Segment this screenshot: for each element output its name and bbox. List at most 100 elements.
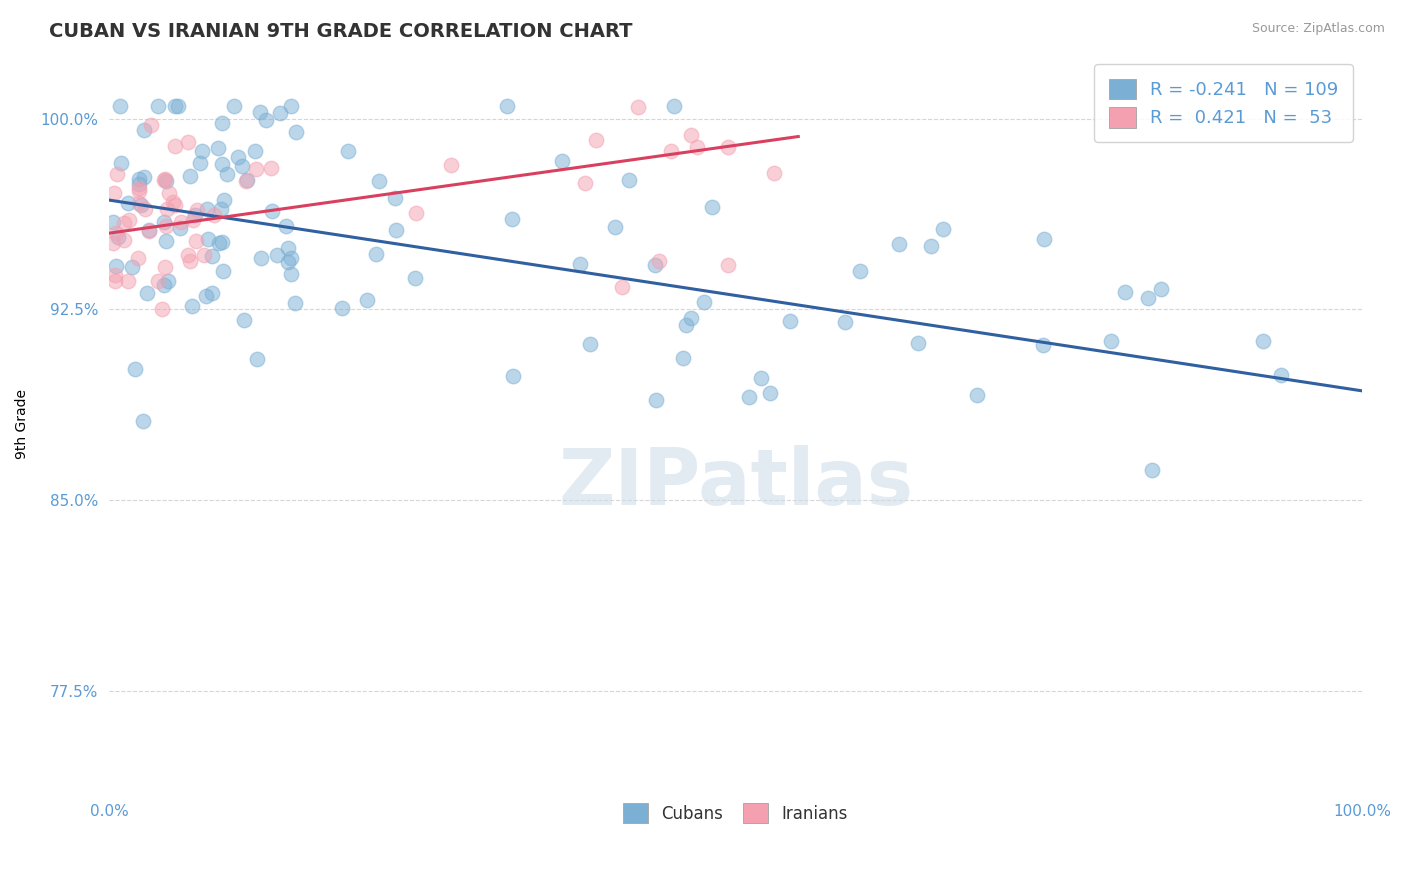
Point xyxy=(132,414,155,428)
Point xyxy=(250,251,273,265)
Point xyxy=(179,169,201,183)
Text: ZIPatlas: ZIPatlas xyxy=(558,445,912,521)
Point xyxy=(749,370,772,384)
Point xyxy=(404,271,426,285)
Point xyxy=(217,168,239,182)
Point xyxy=(274,219,297,234)
Point xyxy=(212,264,235,278)
Point xyxy=(280,251,302,265)
Point xyxy=(284,295,307,310)
Point xyxy=(356,293,378,308)
Point xyxy=(138,224,160,238)
Point xyxy=(384,191,406,205)
Point xyxy=(128,172,150,186)
Point xyxy=(107,167,129,181)
Point xyxy=(236,173,259,187)
Point xyxy=(233,312,256,326)
Point xyxy=(579,337,602,351)
Point xyxy=(207,236,229,251)
Point xyxy=(627,100,650,114)
Point xyxy=(181,299,204,313)
Point xyxy=(1251,334,1274,349)
Point xyxy=(153,172,176,186)
Point xyxy=(157,186,180,201)
Point xyxy=(103,186,125,201)
Point xyxy=(336,145,359,159)
Point xyxy=(153,278,176,293)
Point xyxy=(128,177,150,191)
Point xyxy=(101,214,124,228)
Point xyxy=(194,288,217,302)
Point xyxy=(679,310,702,325)
Point xyxy=(231,159,253,173)
Point xyxy=(184,235,207,249)
Point xyxy=(169,221,191,235)
Point xyxy=(269,106,291,120)
Point xyxy=(209,202,232,216)
Point xyxy=(966,388,988,402)
Point xyxy=(191,145,214,159)
Point xyxy=(849,263,872,277)
Point xyxy=(128,184,150,198)
Point xyxy=(155,219,177,233)
Point xyxy=(153,172,176,186)
Point xyxy=(1032,338,1054,352)
Point xyxy=(659,145,682,159)
Point xyxy=(211,235,233,250)
Point xyxy=(104,260,127,274)
Point xyxy=(211,116,233,130)
Point xyxy=(132,170,155,185)
Point xyxy=(1136,291,1159,305)
Point xyxy=(603,219,626,234)
Point xyxy=(117,274,139,288)
Point xyxy=(502,368,524,383)
Point xyxy=(207,141,229,155)
Point xyxy=(702,200,724,214)
Point xyxy=(170,215,193,229)
Point xyxy=(167,99,190,113)
Point xyxy=(686,140,709,154)
Point xyxy=(1270,368,1292,382)
Point xyxy=(181,213,204,227)
Point xyxy=(574,176,596,190)
Point xyxy=(610,280,633,294)
Point xyxy=(738,390,761,404)
Point xyxy=(439,158,461,172)
Point xyxy=(920,238,942,252)
Point xyxy=(664,99,686,113)
Point xyxy=(277,255,299,269)
Point xyxy=(101,235,124,250)
Point xyxy=(121,260,143,274)
Point xyxy=(235,174,257,188)
Point xyxy=(681,128,703,142)
Point xyxy=(177,248,200,262)
Point xyxy=(243,144,266,158)
Point xyxy=(260,203,283,218)
Point xyxy=(364,246,387,260)
Legend: Cubans, Iranians: Cubans, Iranians xyxy=(610,790,862,836)
Point xyxy=(117,196,139,211)
Point xyxy=(889,236,911,251)
Point xyxy=(1150,282,1173,296)
Point xyxy=(112,233,135,247)
Point xyxy=(330,301,353,315)
Point xyxy=(127,251,149,265)
Point xyxy=(108,99,131,113)
Y-axis label: 9th Grade: 9th Grade xyxy=(15,389,30,458)
Point xyxy=(280,268,302,282)
Point xyxy=(385,222,408,236)
Point xyxy=(197,232,219,246)
Point xyxy=(907,335,929,350)
Point xyxy=(249,105,271,120)
Point xyxy=(184,208,207,222)
Point xyxy=(647,253,669,268)
Point xyxy=(165,99,187,113)
Point xyxy=(155,260,177,275)
Point xyxy=(177,136,200,150)
Point xyxy=(1033,232,1056,246)
Point xyxy=(672,351,695,365)
Point xyxy=(163,198,186,212)
Point xyxy=(128,195,150,210)
Point xyxy=(585,133,607,147)
Point xyxy=(762,166,785,180)
